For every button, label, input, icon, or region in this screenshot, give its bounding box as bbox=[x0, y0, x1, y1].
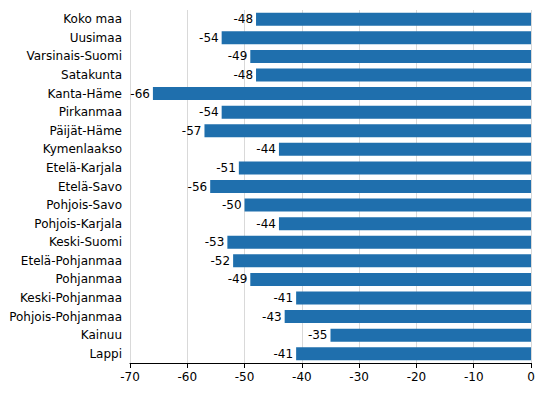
svg-text:-70: -70 bbox=[120, 370, 140, 384]
svg-text:-50: -50 bbox=[235, 370, 255, 384]
svg-text:Koko maa: Koko maa bbox=[63, 12, 122, 26]
svg-text:-54: -54 bbox=[199, 105, 219, 119]
svg-text:Keski-Pohjanmaa: Keski-Pohjanmaa bbox=[20, 291, 122, 305]
svg-text:-10: -10 bbox=[464, 370, 484, 384]
svg-text:0: 0 bbox=[527, 370, 535, 384]
svg-text:-44: -44 bbox=[256, 217, 276, 231]
svg-text:Pohjois-Savo: Pohjois-Savo bbox=[46, 198, 122, 212]
svg-text:Kymenlaakso: Kymenlaakso bbox=[43, 142, 122, 156]
svg-text:-48: -48 bbox=[233, 12, 253, 26]
svg-text:Lappi: Lappi bbox=[89, 347, 122, 361]
svg-text:-40: -40 bbox=[292, 370, 312, 384]
svg-text:-20: -20 bbox=[407, 370, 427, 384]
svg-text:-54: -54 bbox=[199, 31, 219, 45]
svg-text:-66: -66 bbox=[130, 87, 150, 101]
svg-text:-49: -49 bbox=[228, 272, 248, 286]
svg-text:Pohjanmaa: Pohjanmaa bbox=[56, 272, 122, 286]
svg-text:-30: -30 bbox=[349, 370, 369, 384]
svg-text:-41: -41 bbox=[274, 347, 294, 361]
svg-text:-57: -57 bbox=[182, 124, 202, 138]
svg-text:Uusimaa: Uusimaa bbox=[70, 31, 122, 45]
svg-text:-49: -49 bbox=[228, 49, 248, 63]
svg-text:Etelä-Savo: Etelä-Savo bbox=[58, 180, 122, 194]
svg-text:-60: -60 bbox=[177, 370, 197, 384]
svg-text:Varsinais-Suomi: Varsinais-Suomi bbox=[26, 49, 122, 63]
svg-text:-44: -44 bbox=[256, 142, 276, 156]
svg-text:Keski-Suomi: Keski-Suomi bbox=[49, 235, 122, 249]
svg-text:Etelä-Pohjanmaa: Etelä-Pohjanmaa bbox=[21, 254, 122, 268]
svg-text:-53: -53 bbox=[205, 235, 225, 249]
svg-text:-35: -35 bbox=[308, 328, 328, 342]
svg-text:-51: -51 bbox=[216, 161, 236, 175]
svg-text:Pirkanmaa: Pirkanmaa bbox=[59, 105, 122, 119]
svg-text:-41: -41 bbox=[274, 291, 294, 305]
svg-text:Kainuu: Kainuu bbox=[81, 328, 122, 342]
svg-text:Satakunta: Satakunta bbox=[61, 68, 122, 82]
svg-text:Päijät-Häme: Päijät-Häme bbox=[49, 124, 122, 138]
svg-text:-50: -50 bbox=[222, 198, 242, 212]
svg-text:-48: -48 bbox=[233, 68, 253, 82]
svg-text:Kanta-Häme: Kanta-Häme bbox=[48, 87, 122, 101]
svg-text:-56: -56 bbox=[188, 180, 208, 194]
svg-text:Pohjois-Karjala: Pohjois-Karjala bbox=[34, 217, 122, 231]
svg-text:Etelä-Karjala: Etelä-Karjala bbox=[46, 161, 122, 175]
svg-text:-52: -52 bbox=[211, 254, 231, 268]
svg-text:-43: -43 bbox=[262, 310, 282, 324]
svg-text:Pohjois-Pohjanmaa: Pohjois-Pohjanmaa bbox=[9, 310, 122, 324]
